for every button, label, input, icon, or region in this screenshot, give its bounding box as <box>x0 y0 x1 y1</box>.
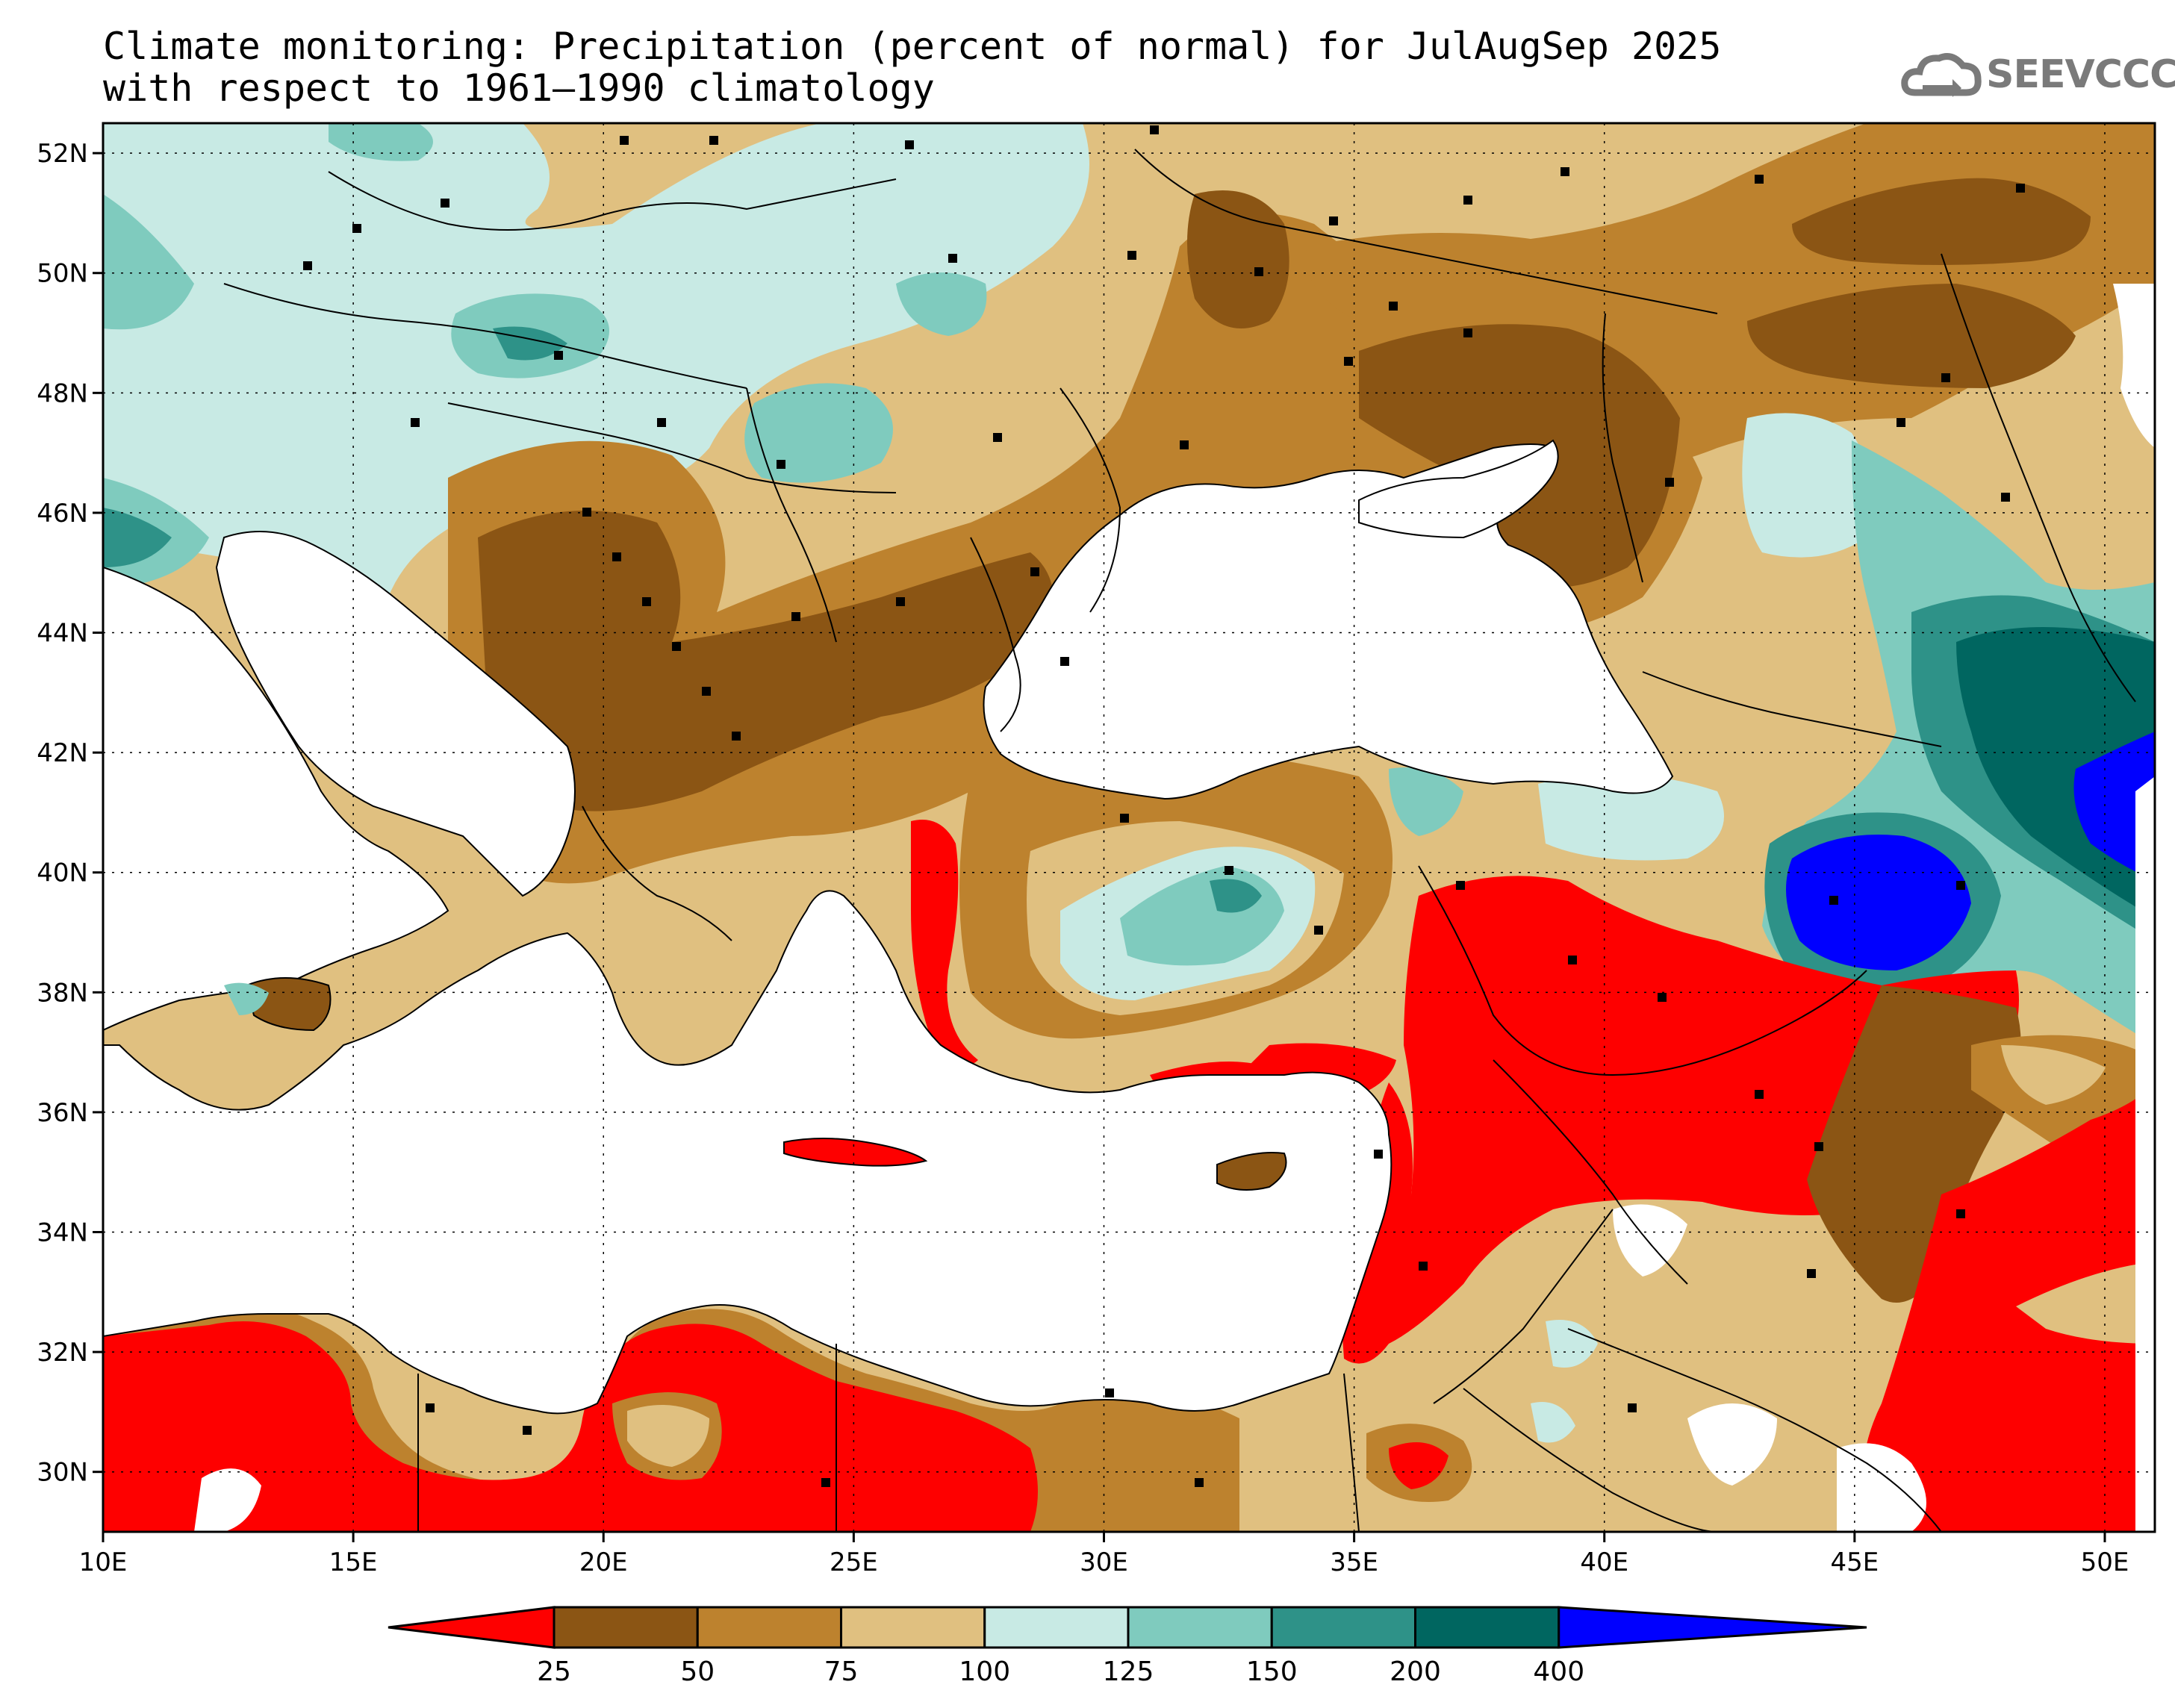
lat-tick-label: 44N <box>37 619 88 649</box>
lon-tick-label: 30E <box>1080 1548 1128 1577</box>
country-borders <box>223 149 2136 1532</box>
lon-tick-label: 25E <box>830 1548 878 1577</box>
colorbar-label: 100 <box>959 1656 1010 1687</box>
lat-tick-label: 30N <box>37 1458 88 1488</box>
caspian-sea <box>2135 776 2155 1532</box>
lon-tick-label: 50E <box>2081 1548 2129 1577</box>
region-200-400-caspian <box>2073 732 2155 881</box>
lat-tick-label: 50N <box>37 259 88 289</box>
colorbar-segment <box>1414 1606 1561 1649</box>
longitude-axis: 10E 15E 20E 25E 30E 35E 40E 45E 50E <box>79 1532 2129 1577</box>
region-lt25-libya <box>103 1321 1038 1532</box>
colorbar-segment <box>388 1606 556 1649</box>
mediterranean-sea <box>103 890 1393 1415</box>
colorbar-label: 150 <box>1246 1656 1298 1687</box>
logo-text: SEEVCCC <box>1986 52 2175 97</box>
lon-tick-label: 40E <box>1580 1548 1628 1577</box>
lon-tick-label: 10E <box>79 1548 128 1577</box>
region-100-125-north <box>103 123 1089 601</box>
colorbar-segment <box>1270 1606 1416 1649</box>
region-200-400-caucasus <box>1786 835 1971 970</box>
lat-tick-label: 46N <box>37 499 88 529</box>
colorbar-label: 400 <box>1533 1656 1584 1687</box>
lat-tick-label: 42N <box>37 738 88 768</box>
colorbar-label: 50 <box>680 1656 715 1687</box>
colorbar-label: 200 <box>1390 1656 1441 1687</box>
colorbar-segment <box>1558 1606 1867 1649</box>
colorbar-segment <box>840 1606 986 1649</box>
colorbar-segment <box>696 1606 842 1649</box>
colorbar-label: 25 <box>537 1656 571 1687</box>
lon-tick-label: 15E <box>329 1548 378 1577</box>
colorbar-segment <box>553 1606 699 1649</box>
lat-tick-label: 48N <box>37 378 88 408</box>
tyrrhenian-sea <box>103 566 449 1032</box>
colorbar-label: 125 <box>1103 1656 1154 1687</box>
sardinia-fragment <box>224 982 269 1015</box>
crete <box>783 1138 928 1167</box>
colorbar-segment <box>1127 1606 1273 1649</box>
lat-tick-label: 38N <box>37 978 88 1008</box>
cyprus <box>1216 1152 1287 1191</box>
lon-tick-label: 45E <box>1830 1548 1879 1577</box>
station-markers <box>303 125 2025 1487</box>
cloud-icon <box>1901 53 1982 97</box>
latitude-axis: 52N 50N 48N 46N 44N 42N 40N 38N 36N 34N 32N 30N <box>37 139 103 1488</box>
chart-subtitle: with respect to 1961–1990 climatology <box>103 66 935 110</box>
lat-tick-label: 34N <box>37 1218 88 1248</box>
colorbar-legend: 25 50 75 100 125 150 200 400 <box>388 1606 1867 1687</box>
lat-tick-label: 36N <box>37 1098 88 1128</box>
lat-tick-label: 40N <box>37 858 88 888</box>
region-25-50-balkans <box>478 511 1054 811</box>
lat-tick-label: 52N <box>37 139 88 169</box>
map-frame <box>102 122 2156 1533</box>
sicily <box>245 977 332 1032</box>
lat-tick-label: 32N <box>37 1338 88 1368</box>
adriatic-sea <box>215 531 576 897</box>
chart-title: Climate monitoring: Precipitation (perce… <box>103 25 1722 68</box>
lon-tick-label: 20E <box>579 1548 628 1577</box>
black-sea <box>983 443 1674 800</box>
gridlines <box>103 123 2155 1532</box>
sea-of-azov <box>1358 439 1559 539</box>
colorbar-label: 75 <box>824 1656 859 1687</box>
map-field <box>103 123 2155 1532</box>
colorbar-segment <box>983 1606 1130 1649</box>
lon-tick-label: 35E <box>1330 1548 1378 1577</box>
